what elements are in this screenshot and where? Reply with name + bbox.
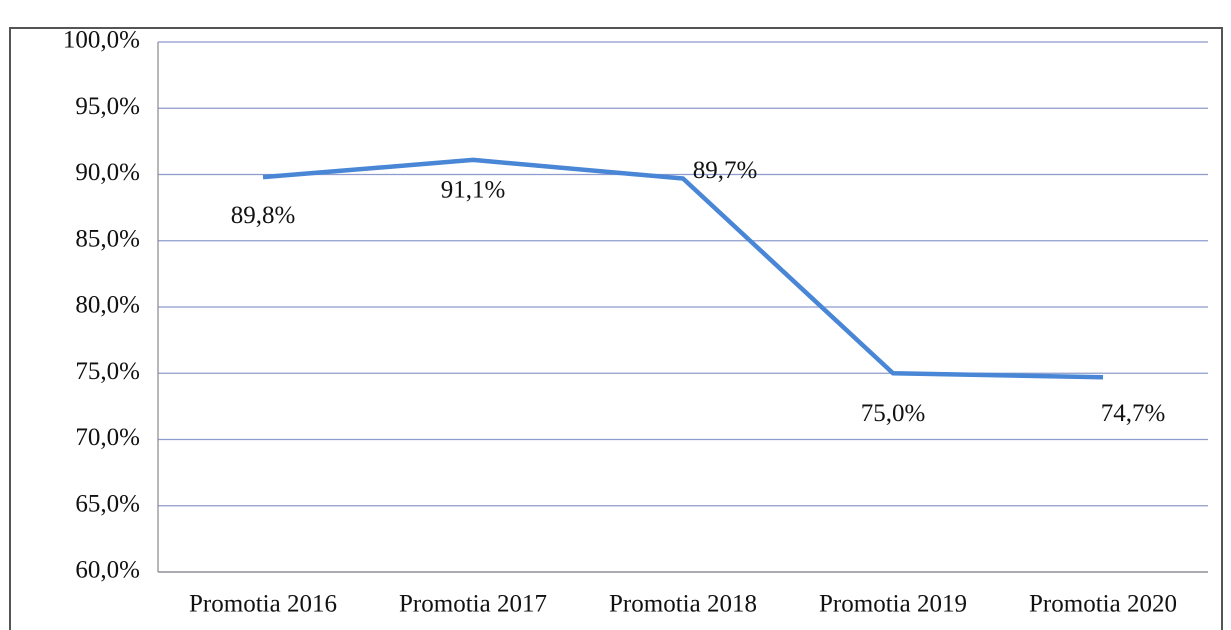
y-tick-label: 80,0%	[75, 292, 140, 319]
y-tick-label: 70,0%	[75, 424, 140, 451]
y-tick-label: 65,0%	[75, 490, 140, 517]
data-label: 74,7%	[1101, 400, 1166, 427]
data-label: 89,8%	[231, 202, 296, 229]
chart-frame	[9, 27, 1223, 630]
y-tick-label: 60,0%	[75, 557, 140, 584]
x-tick-label: Promotia 2016	[189, 591, 337, 618]
x-tick-label: Promotia 2020	[1029, 591, 1177, 618]
x-tick-label: Promotia 2019	[819, 591, 967, 618]
data-label: 75,0%	[861, 400, 926, 427]
y-tick-label: 90,0%	[75, 159, 140, 186]
y-tick-label: 75,0%	[75, 358, 140, 385]
y-tick-label: 95,0%	[75, 93, 140, 120]
data-line	[262, 157, 1104, 380]
y-tick-label: 100,0%	[63, 27, 140, 54]
x-tick-label: Promotia 2017	[399, 591, 547, 618]
data-label: 89,7%	[693, 157, 758, 184]
x-tick-label: Promotia 2018	[609, 591, 757, 618]
y-tick-label: 85,0%	[75, 225, 140, 252]
data-label: 91,1%	[441, 177, 506, 204]
